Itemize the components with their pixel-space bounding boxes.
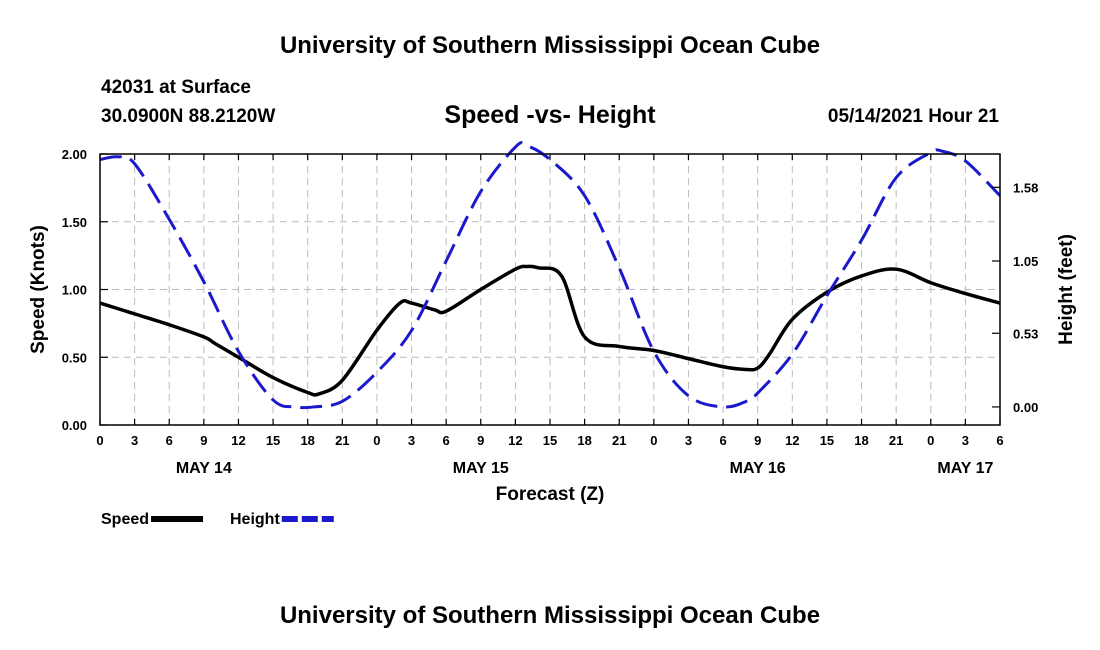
y-axis-right-title: Height (feet) (1056, 234, 1077, 345)
x-tick-label: 3 (408, 433, 415, 448)
x-tick-label: 15 (820, 433, 834, 448)
x-tick-label: 0 (96, 433, 103, 448)
y-left-tick-label: 0.50 (62, 350, 87, 365)
y-right-tick-label: 1.05 (1013, 254, 1038, 269)
x-tick-label: 18 (300, 433, 314, 448)
x-tick-label: 15 (543, 433, 557, 448)
x-tick-label: 0 (650, 433, 657, 448)
x-tick-label: 12 (508, 433, 522, 448)
x-tick-label: 6 (996, 433, 1003, 448)
chart-subtitle: Speed -vs- Height (444, 101, 656, 129)
x-tick-label: 18 (577, 433, 591, 448)
legend: Speed Height (101, 511, 334, 528)
x-tick-label: 0 (373, 433, 380, 448)
day-label: MAY 17 (937, 460, 993, 477)
coordinates-label: 30.0900N 88.2120W (101, 106, 276, 127)
x-tick-label: 21 (335, 433, 349, 448)
x-tick-label: 18 (854, 433, 868, 448)
x-tick-label: 12 (785, 433, 799, 448)
legend-item-speed: Speed (101, 511, 204, 528)
height-series-line (99, 141, 1002, 410)
x-tick-label: 0 (927, 433, 934, 448)
legend-item-height: Height (230, 511, 334, 528)
footer-title: University of Southern Mississippi Ocean… (279, 602, 821, 629)
x-tick-label: 9 (477, 433, 484, 448)
station-label: 42031 at Surface (101, 77, 251, 98)
x-tick-label: 15 (266, 433, 280, 448)
speed-series-line (99, 264, 1001, 397)
datetime-label: 05/14/2021 Hour 21 (827, 106, 999, 127)
x-tick-label: 9 (200, 433, 207, 448)
x-tick-label: 21 (889, 433, 903, 448)
x-tick-label: 12 (231, 433, 245, 448)
x-tick-label: 9 (754, 433, 761, 448)
series-layer (99, 141, 1002, 410)
y-axis-left-title: Speed (Knots) (28, 225, 49, 354)
x-axis-title: Forecast (Z) (496, 484, 605, 505)
y-left-tick-label: 2.00 (62, 147, 87, 162)
y-left-tick-label: 1.00 (62, 283, 87, 298)
x-tick-label: 3 (685, 433, 692, 448)
y-right-tick-label: 0.00 (1013, 400, 1038, 415)
legend-label: Height (230, 511, 280, 528)
y-left-tick-label: 0.00 (62, 418, 87, 433)
grid (100, 154, 1000, 425)
x-tick-label: 3 (962, 433, 969, 448)
day-label: MAY 14 (176, 460, 232, 477)
y-left-tick-label: 1.50 (62, 215, 87, 230)
day-label: MAY 15 (453, 460, 509, 477)
x-tick-label: 6 (166, 433, 173, 448)
x-tick-label: 6 (443, 433, 450, 448)
x-tick-label: 21 (612, 433, 626, 448)
day-label: MAY 16 (730, 460, 786, 477)
y-right-tick-label: 0.53 (1013, 326, 1038, 341)
x-tick-label: 6 (719, 433, 726, 448)
legend-label: Speed (101, 511, 149, 528)
ticks: 0 3 6 9 12 15 18 21 0 3 6 9 12 15 18 21 0 3 6 9 12 15 18 21 0 3 6M… (62, 147, 1039, 477)
page-title: University of Southern Mississippi Ocean… (279, 32, 821, 59)
y-right-tick-label: 1.58 (1013, 180, 1038, 195)
x-tick-label: 3 (131, 433, 138, 448)
